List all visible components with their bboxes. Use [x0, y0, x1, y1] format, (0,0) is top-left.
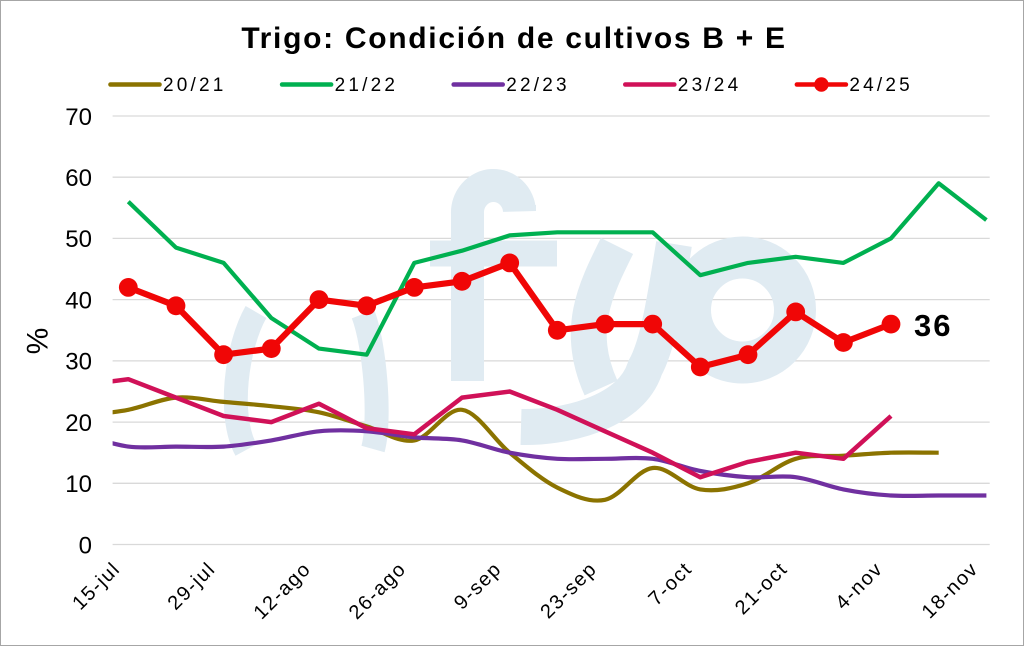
svg-text:22/23: 22/23 — [506, 75, 570, 96]
svg-text:36: 36 — [914, 308, 952, 343]
svg-text:24/25: 24/25 — [849, 75, 913, 96]
svg-text:70: 70 — [65, 104, 92, 131]
svg-text:40: 40 — [65, 287, 92, 314]
svg-text:21/22: 21/22 — [335, 75, 399, 96]
svg-text:50: 50 — [65, 226, 92, 253]
svg-text:10: 10 — [65, 471, 92, 498]
svg-text:60: 60 — [65, 165, 92, 192]
svg-text:Trigo: Condición de cultivos B: Trigo: Condición de cultivos B + E — [241, 22, 786, 55]
svg-text:23/24: 23/24 — [678, 75, 742, 96]
svg-text:30: 30 — [65, 349, 92, 376]
svg-text:%: % — [22, 328, 55, 355]
svg-text:20: 20 — [65, 410, 92, 437]
svg-text:20/21: 20/21 — [163, 75, 227, 96]
svg-text:0: 0 — [79, 532, 92, 559]
